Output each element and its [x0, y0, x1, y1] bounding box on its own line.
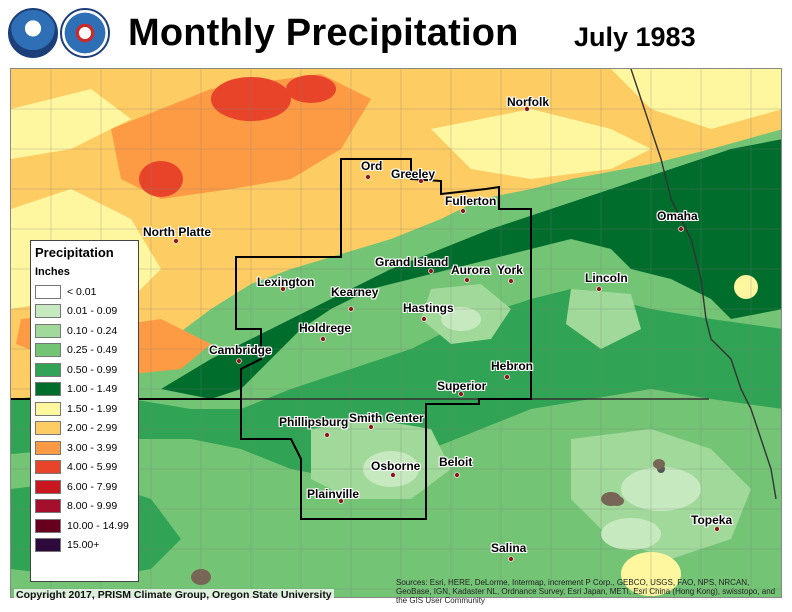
- legend-swatch: [35, 304, 61, 319]
- city-label-grand-island: Grand Island: [375, 255, 449, 269]
- legend-label: < 0.01: [67, 285, 97, 298]
- basemap-attribution: Sources: Esri, HERE, DeLorme, Intermap, …: [396, 578, 776, 605]
- legend-label: 0.50 - 0.99: [67, 363, 118, 376]
- city-label-osborne: Osborne: [371, 459, 421, 473]
- legend-label: 1.50 - 1.99: [67, 402, 118, 415]
- legend-label: 3.00 - 3.99: [67, 441, 118, 454]
- city-label-lexington: Lexington: [257, 275, 315, 289]
- legend-row: 10.00 - 14.99: [35, 516, 138, 536]
- city-label-plainville: Plainville: [307, 487, 360, 501]
- legend-label: 2.00 - 2.99: [67, 422, 118, 435]
- legend-row: 1.00 - 1.49: [35, 380, 138, 400]
- city-label-cambridge: Cambridge: [209, 343, 272, 357]
- legend-row: 8.00 - 9.99: [35, 497, 138, 517]
- legend-swatch: [35, 343, 61, 358]
- copyright-text: Copyright 2017, PRISM Climate Group, Ore…: [14, 589, 334, 601]
- forecast-area-outline: [235, 158, 532, 520]
- legend-label: 0.25 - 0.49: [67, 344, 118, 357]
- legend-label: 0.10 - 0.24: [67, 324, 118, 337]
- legend-swatch: [35, 382, 61, 397]
- legend-row: < 0.01: [35, 282, 138, 302]
- legend-row: 0.01 - 0.09: [35, 302, 138, 322]
- city-label-fullerton: Fullerton: [445, 194, 497, 208]
- legend-label: 10.00 - 14.99: [67, 519, 129, 532]
- legend-label: 1.00 - 1.49: [67, 383, 118, 396]
- city-label-lincoln: Lincoln: [585, 271, 628, 285]
- city-label-phillipsburg: Phillipsburg: [279, 415, 349, 429]
- city-label-topeka: Topeka: [691, 513, 733, 527]
- city-label-hastings: Hastings: [403, 301, 454, 315]
- legend-swatch: [35, 421, 61, 436]
- wet-band-zone: [161, 139, 781, 399]
- city-label-norfolk: Norfolk: [507, 95, 549, 109]
- city-label-smith-center: Smith Center: [349, 411, 424, 425]
- map-period: July 1983: [574, 22, 696, 52]
- legend-rows: < 0.01 0.01 - 0.09 0.10 - 0.24 0.25 - 0.49 0…: [35, 282, 138, 555]
- legend-swatch: [35, 499, 61, 514]
- legend-label: 6.00 - 7.99: [67, 480, 118, 493]
- city-label-greeley: Greeley: [391, 167, 436, 181]
- legend-row: 15.00+: [35, 536, 138, 556]
- legend-row: 1.50 - 1.99: [35, 399, 138, 419]
- city-label-superior: Superior: [437, 379, 487, 393]
- city-markers: [173, 106, 720, 562]
- legend-swatch: [35, 362, 61, 377]
- city-label-beloit: Beloit: [439, 455, 473, 469]
- city-label-ord: Ord: [361, 159, 383, 173]
- noaa-logo-icon: [8, 8, 58, 58]
- city-label-hebron: Hebron: [491, 359, 533, 373]
- river-boundary: [630, 69, 777, 500]
- legend-label: 4.00 - 5.99: [67, 461, 118, 474]
- city-label-salina: Salina: [491, 541, 527, 555]
- legend-swatch: [35, 440, 61, 455]
- city-label-york: York: [497, 263, 523, 277]
- legend-row: 6.00 - 7.99: [35, 477, 138, 497]
- legend-label: 8.00 - 9.99: [67, 500, 118, 513]
- city-label-holdrege: Holdrege: [299, 321, 352, 335]
- legend-swatch: [35, 284, 61, 299]
- legend-swatch: [35, 518, 61, 533]
- legend-units: Inches: [35, 266, 70, 278]
- legend-row: 0.50 - 0.99: [35, 360, 138, 380]
- map-title: Monthly Precipitation: [128, 12, 519, 54]
- legend-swatch: [35, 538, 61, 553]
- nws-logo-icon: [60, 8, 110, 58]
- legend-row: 0.25 - 0.49: [35, 341, 138, 361]
- legend-label: 15.00+: [67, 539, 100, 552]
- city-label-north-platte: North Platte: [143, 225, 212, 239]
- precipitation-legend: Precipitation Inches < 0.01 0.01 - 0.09 0.…: [30, 240, 139, 582]
- legend-swatch: [35, 479, 61, 494]
- city-label-kearney: Kearney: [331, 285, 379, 299]
- legend-row: 0.10 - 0.24: [35, 321, 138, 341]
- legend-row: 4.00 - 5.99: [35, 458, 138, 478]
- map-header: Monthly Precipitation July 1983: [0, 0, 792, 68]
- legend-swatch: [35, 323, 61, 338]
- county-boundaries: [11, 69, 781, 597]
- legend-row: 2.00 - 2.99: [35, 419, 138, 439]
- legend-row: 3.00 - 3.99: [35, 438, 138, 458]
- legend-swatch: [35, 401, 61, 416]
- city-label-omaha: Omaha: [657, 209, 698, 223]
- legend-label: 0.01 - 0.09: [67, 305, 118, 318]
- city-label-aurora: Aurora: [451, 263, 491, 277]
- legend-swatch: [35, 460, 61, 475]
- legend-title: Precipitation: [35, 245, 114, 260]
